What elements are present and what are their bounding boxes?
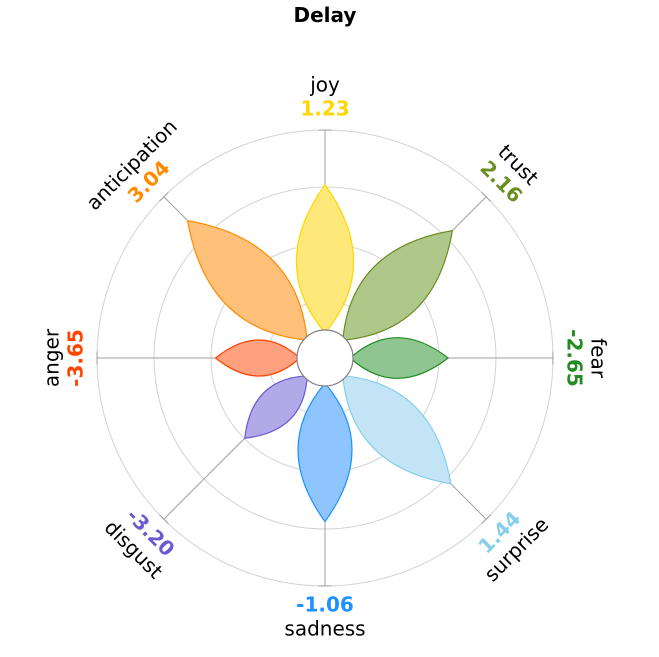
value-sadness: -1.06	[296, 593, 354, 617]
petal-disgust	[244, 375, 308, 439]
labels: joy1.23trust2.16fear-2.65surprise1.44sad…	[40, 73, 611, 641]
petal-fear	[349, 337, 450, 379]
label-sadness: sadness	[284, 617, 365, 641]
label-fear: fear	[587, 338, 611, 379]
petal-sadness	[297, 382, 353, 523]
axis-tick-anticipation	[158, 191, 169, 202]
axis-tick-trust	[481, 191, 492, 202]
axis-tick-surprise	[481, 514, 492, 525]
petal-anger	[214, 339, 301, 377]
label-group-sadness: sadness-1.06	[284, 593, 365, 641]
axis-tick-disgust	[158, 514, 169, 525]
label-anger: anger	[40, 328, 64, 387]
petal-trust	[342, 229, 454, 341]
label-group-anger: anger -3.65	[40, 328, 88, 387]
petal-surprise	[342, 375, 452, 485]
center-circle	[296, 329, 354, 387]
petals	[186, 183, 454, 523]
value-fear: -2.65	[563, 329, 587, 387]
petal-anticipation	[186, 219, 308, 341]
petal-joy	[295, 183, 355, 334]
label-group-fear: fear-2.65	[563, 329, 611, 387]
chart-title: Delay	[294, 3, 357, 27]
value-anger: -3.65	[64, 329, 88, 387]
label-joy: joy	[309, 73, 340, 97]
value-joy: 1.23	[300, 97, 349, 121]
